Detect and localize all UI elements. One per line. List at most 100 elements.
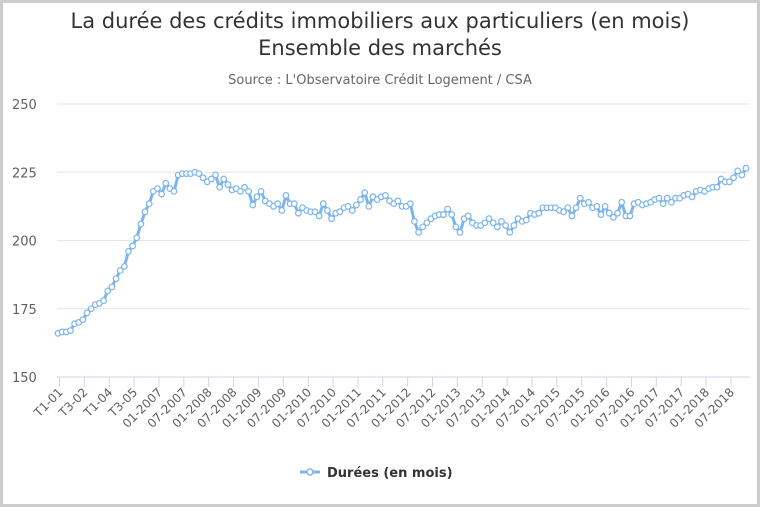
data-point[interactable] bbox=[112, 275, 120, 283]
data-point[interactable] bbox=[688, 193, 696, 201]
data-point[interactable] bbox=[498, 217, 505, 225]
data-point[interactable] bbox=[100, 297, 107, 304]
data-point[interactable] bbox=[485, 215, 493, 223]
data-point[interactable] bbox=[448, 211, 456, 218]
data-point[interactable] bbox=[207, 175, 215, 183]
data-point[interactable] bbox=[361, 189, 369, 197]
data-point[interactable] bbox=[493, 223, 501, 231]
data-point[interactable] bbox=[83, 309, 91, 317]
data-point[interactable] bbox=[411, 217, 418, 225]
data-point[interactable] bbox=[137, 220, 145, 228]
data-point[interactable] bbox=[162, 179, 170, 187]
data-point[interactable] bbox=[290, 200, 298, 208]
data-point[interactable] bbox=[568, 212, 576, 220]
data-point[interactable] bbox=[328, 215, 335, 223]
data-point[interactable] bbox=[323, 207, 331, 214]
data-point[interactable] bbox=[394, 197, 402, 205]
data-point[interactable] bbox=[618, 198, 626, 206]
data-point[interactable] bbox=[452, 223, 460, 231]
data-point[interactable] bbox=[423, 219, 431, 227]
data-point[interactable] bbox=[419, 223, 427, 231]
data-point[interactable] bbox=[742, 164, 750, 172]
data-point[interactable] bbox=[593, 202, 601, 210]
data-point[interactable] bbox=[199, 174, 207, 182]
data-point[interactable] bbox=[216, 183, 224, 191]
data-point[interactable] bbox=[481, 219, 489, 227]
data-point[interactable] bbox=[663, 194, 671, 202]
data-point[interactable] bbox=[597, 211, 605, 218]
data-point[interactable] bbox=[294, 209, 302, 217]
data-point[interactable] bbox=[278, 207, 286, 214]
data-point[interactable] bbox=[319, 200, 327, 208]
data-point[interactable] bbox=[614, 209, 621, 217]
data-point[interactable] bbox=[282, 192, 290, 199]
data-point[interactable] bbox=[406, 200, 414, 208]
data-point[interactable] bbox=[659, 200, 667, 208]
data-point[interactable] bbox=[601, 202, 609, 210]
data-point[interactable] bbox=[253, 193, 261, 201]
data-point[interactable] bbox=[120, 263, 128, 270]
data-point[interactable] bbox=[257, 187, 265, 195]
data-point[interactable] bbox=[249, 201, 257, 209]
data-point[interactable] bbox=[522, 216, 530, 224]
data-point[interactable] bbox=[415, 228, 422, 236]
data-point[interactable] bbox=[734, 167, 742, 175]
data-point[interactable] bbox=[713, 183, 721, 191]
data-point[interactable] bbox=[444, 205, 451, 213]
data-point[interactable] bbox=[564, 204, 572, 212]
data-point[interactable] bbox=[535, 209, 543, 217]
data-point[interactable] bbox=[502, 222, 510, 229]
data-point[interactable] bbox=[489, 219, 497, 227]
data-point[interactable] bbox=[605, 209, 613, 217]
data-point[interactable] bbox=[108, 283, 116, 291]
data-point[interactable] bbox=[357, 196, 364, 203]
data-point[interactable] bbox=[220, 175, 228, 183]
data-point[interactable] bbox=[667, 198, 675, 206]
data-point[interactable] bbox=[560, 208, 568, 216]
data-point[interactable] bbox=[195, 170, 203, 178]
data-point[interactable] bbox=[315, 212, 323, 220]
data-point[interactable] bbox=[141, 208, 149, 216]
data-point[interactable] bbox=[79, 316, 87, 324]
data-point[interactable] bbox=[456, 228, 464, 236]
data-point[interactable] bbox=[212, 171, 219, 179]
data-point[interactable] bbox=[241, 183, 248, 191]
data-point[interactable] bbox=[274, 200, 282, 208]
data-point[interactable] bbox=[245, 187, 253, 195]
data-point[interactable] bbox=[730, 174, 737, 182]
data-point[interactable] bbox=[348, 207, 356, 214]
data-point[interactable] bbox=[133, 234, 141, 242]
data-point[interactable] bbox=[224, 181, 232, 188]
data-point[interactable] bbox=[464, 212, 472, 220]
data-point[interactable] bbox=[336, 208, 344, 216]
data-point[interactable] bbox=[440, 211, 447, 218]
x-axis: T1-01T3-02T1-04T3-0501-200707-200701-200… bbox=[31, 376, 750, 431]
data-point[interactable] bbox=[510, 222, 518, 229]
data-point[interactable] bbox=[609, 213, 617, 221]
data-point[interactable] bbox=[170, 187, 178, 195]
data-point[interactable] bbox=[129, 242, 137, 250]
data-point[interactable] bbox=[154, 185, 161, 193]
data-point[interactable] bbox=[344, 202, 352, 210]
data-point[interactable] bbox=[353, 201, 360, 209]
data-point[interactable] bbox=[145, 200, 153, 208]
data-point[interactable] bbox=[116, 267, 124, 274]
data-point[interactable] bbox=[572, 204, 580, 212]
data-point[interactable] bbox=[158, 190, 166, 198]
data-point[interactable] bbox=[726, 178, 733, 186]
data-point[interactable] bbox=[67, 327, 74, 334]
data-point[interactable] bbox=[585, 198, 592, 206]
data-point[interactable] bbox=[236, 187, 244, 195]
data-point[interactable] bbox=[125, 248, 132, 255]
data-point[interactable] bbox=[655, 194, 663, 202]
legend-item[interactable]: Durées (en mois) bbox=[300, 466, 453, 481]
data-point[interactable] bbox=[626, 212, 634, 220]
data-point[interactable] bbox=[506, 228, 514, 236]
data-point[interactable] bbox=[382, 192, 389, 199]
data-point[interactable] bbox=[365, 202, 373, 210]
data-point[interactable] bbox=[104, 287, 112, 295]
data-point[interactable] bbox=[311, 208, 319, 216]
data-point[interactable] bbox=[576, 194, 584, 202]
data-point[interactable] bbox=[87, 305, 95, 313]
data-point[interactable] bbox=[738, 171, 746, 179]
